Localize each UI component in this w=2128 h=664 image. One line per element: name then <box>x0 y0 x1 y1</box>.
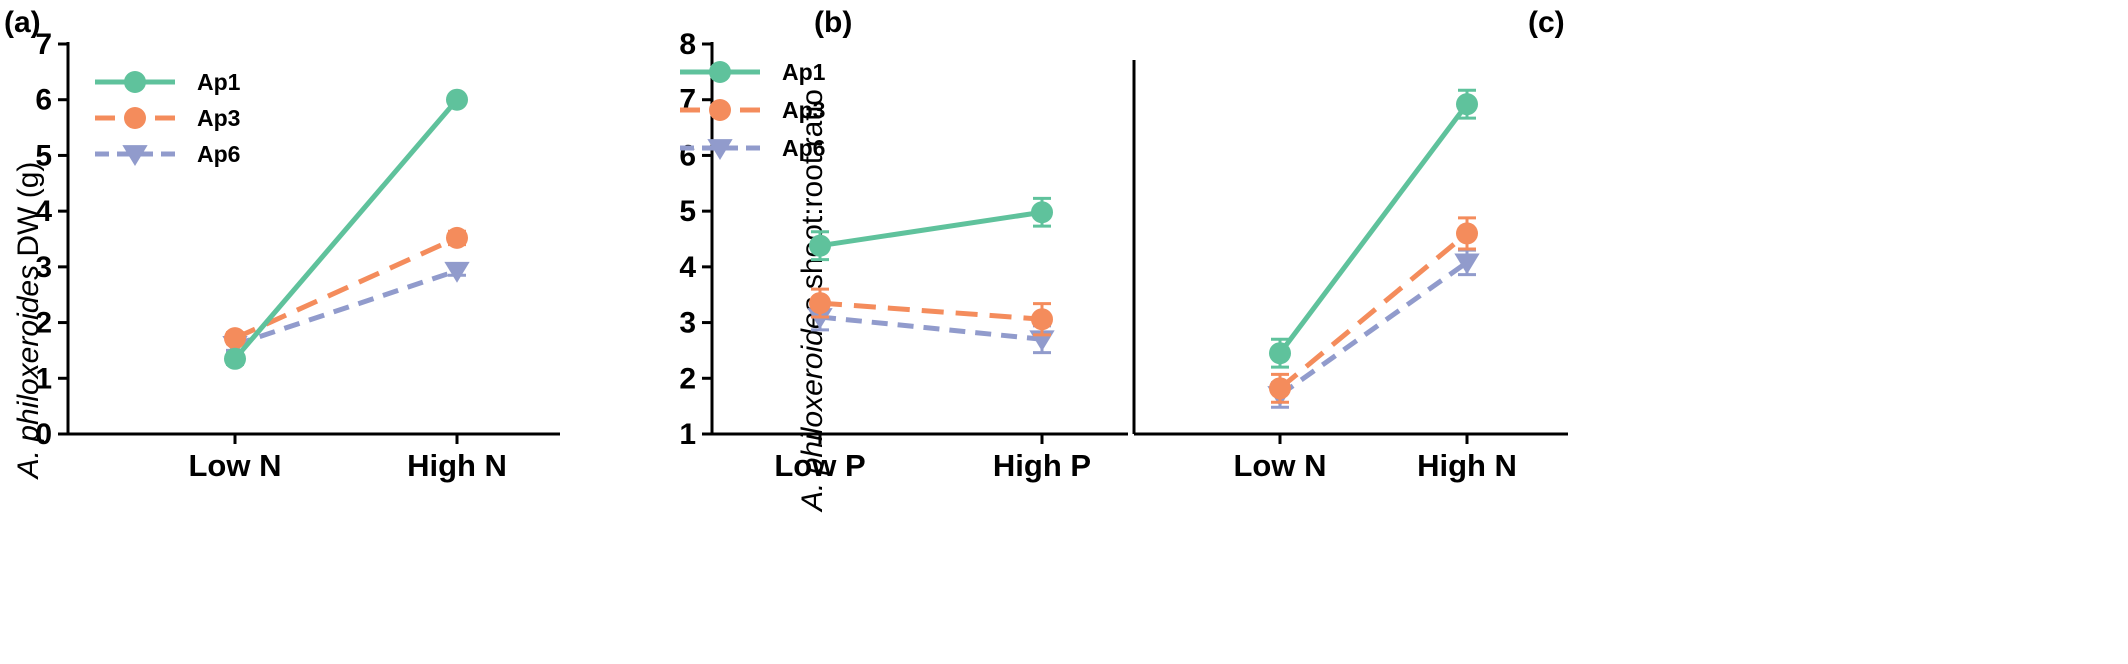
series-ap1 <box>224 88 468 370</box>
panel-b-ylabel: A. philoxeroides shoot:root ratio <box>796 89 829 513</box>
marker-ap3 <box>446 226 468 249</box>
series-ap1 <box>809 196 1053 262</box>
legend-label: Ap1 <box>782 59 826 85</box>
marker-ap1 <box>1031 201 1053 224</box>
marker-ap6 <box>1454 253 1480 275</box>
x-tick-label: Low N <box>1234 448 1327 483</box>
panel-b-label: (b) <box>814 6 852 39</box>
series-line-ap1 <box>233 98 459 361</box>
series-line-ap1 <box>819 209 1043 249</box>
y-tick-label: 2 <box>679 362 696 395</box>
marker-ap3 <box>124 107 146 129</box>
marker-ap1 <box>1269 342 1291 365</box>
series-ap3 <box>809 287 1053 337</box>
y-tick-label: 3 <box>35 251 52 284</box>
marker-ap3 <box>1269 377 1291 400</box>
x-tick-label: High N <box>407 448 507 483</box>
legend-entry-ap1: Ap1 <box>95 69 241 95</box>
series-line-ap6 <box>1278 260 1469 398</box>
series-ap3 <box>1269 216 1478 404</box>
panel-b: (b) A. philoxeroides shoot:root ratio 1 2… <box>679 6 1128 513</box>
y-tick-label: 1 <box>35 362 52 395</box>
series-ap1 <box>1269 88 1478 369</box>
marker-ap6 <box>444 261 470 283</box>
marker-ap1 <box>224 347 246 370</box>
legend-entry-ap3: Ap3 <box>680 97 825 123</box>
y-tick-label: 8 <box>679 28 696 61</box>
panel-c-plot: Low N High N <box>1132 60 1568 483</box>
marker-ap1 <box>709 61 731 83</box>
legend-entry-ap6: Ap6 <box>95 141 240 167</box>
x-tick-label: High P <box>993 448 1091 483</box>
marker-ap1 <box>124 71 146 93</box>
y-tick-label: 3 <box>679 307 696 340</box>
panel-b-ylabel-italic: A. philoxeroides <box>796 297 829 512</box>
panel-b-ylabel-rest: shoot:root ratio <box>796 89 829 297</box>
marker-ap3 <box>224 327 246 350</box>
marker-ap1 <box>446 88 468 111</box>
series-line-ap3 <box>233 235 459 341</box>
legend-label: Ap6 <box>782 135 825 161</box>
x-tick-label: Low P <box>774 448 865 483</box>
marker-ap6 <box>122 145 148 167</box>
y-tick-label: 5 <box>35 139 52 172</box>
panel-a-ylabel: A. philoxeroides DW (g) <box>12 162 45 481</box>
marker-ap6 <box>807 308 833 330</box>
y-tick-label: 6 <box>679 139 696 172</box>
legend-label: Ap1 <box>197 69 241 95</box>
marker-ap3 <box>709 99 731 121</box>
legend-entry-ap6: Ap6 <box>680 135 825 161</box>
panel-a-legend: Ap1 Ap3 Ap6 <box>95 69 241 167</box>
panel-a-label: (a) <box>4 6 41 39</box>
marker-ap1 <box>1456 93 1478 116</box>
series-line-ap6 <box>819 314 1043 342</box>
panel-a: (a) A. philoxeroides DW (g) 0 1 2 3 4 5 6 7 Low … <box>4 6 560 483</box>
y-tick-label: 1 <box>679 418 696 451</box>
panel-c: (c) Low N High N <box>1132 6 1568 483</box>
x-tick-label: Low N <box>189 448 282 483</box>
legend-label: Ap3 <box>197 105 240 131</box>
marker-ap3 <box>1031 308 1053 331</box>
legend-entry-ap1: Ap1 <box>680 59 826 85</box>
series-ap6 <box>222 261 470 357</box>
panel-b-legend: Ap1 Ap3 Ap6 <box>680 59 826 161</box>
y-tick-label: 4 <box>679 251 696 284</box>
series-line-ap1 <box>1278 102 1469 355</box>
marker-ap1 <box>809 234 831 257</box>
y-tick-label: 0 <box>35 418 52 451</box>
y-tick-label: 4 <box>35 195 52 228</box>
legend-entry-ap3: Ap3 <box>95 105 240 131</box>
legend-label: Ap3 <box>782 97 825 123</box>
panel-a-plot: 0 1 2 3 4 5 6 7 Low N High N <box>35 28 560 483</box>
marker-ap3 <box>1456 222 1478 245</box>
y-tick-label: 6 <box>35 84 52 117</box>
marker-ap3 <box>809 292 831 315</box>
series-line-ap3 <box>1278 231 1469 391</box>
series-ap3 <box>224 226 468 350</box>
series-line-ap3 <box>819 300 1043 322</box>
x-tick-label: High N <box>1417 448 1517 483</box>
y-tick-label: 2 <box>35 307 52 340</box>
panel-a-ylabel-italic: A. philoxeroides <box>12 265 45 480</box>
marker-ap6 <box>707 139 733 161</box>
panel-a-ylabel-rest: DW (g) <box>12 162 45 265</box>
y-tick-label: 7 <box>35 28 52 61</box>
legend-label: Ap6 <box>197 141 240 167</box>
panel-c-label: (c) <box>1528 6 1565 39</box>
series-line-ap6 <box>234 268 458 348</box>
y-tick-label: 5 <box>679 195 696 228</box>
